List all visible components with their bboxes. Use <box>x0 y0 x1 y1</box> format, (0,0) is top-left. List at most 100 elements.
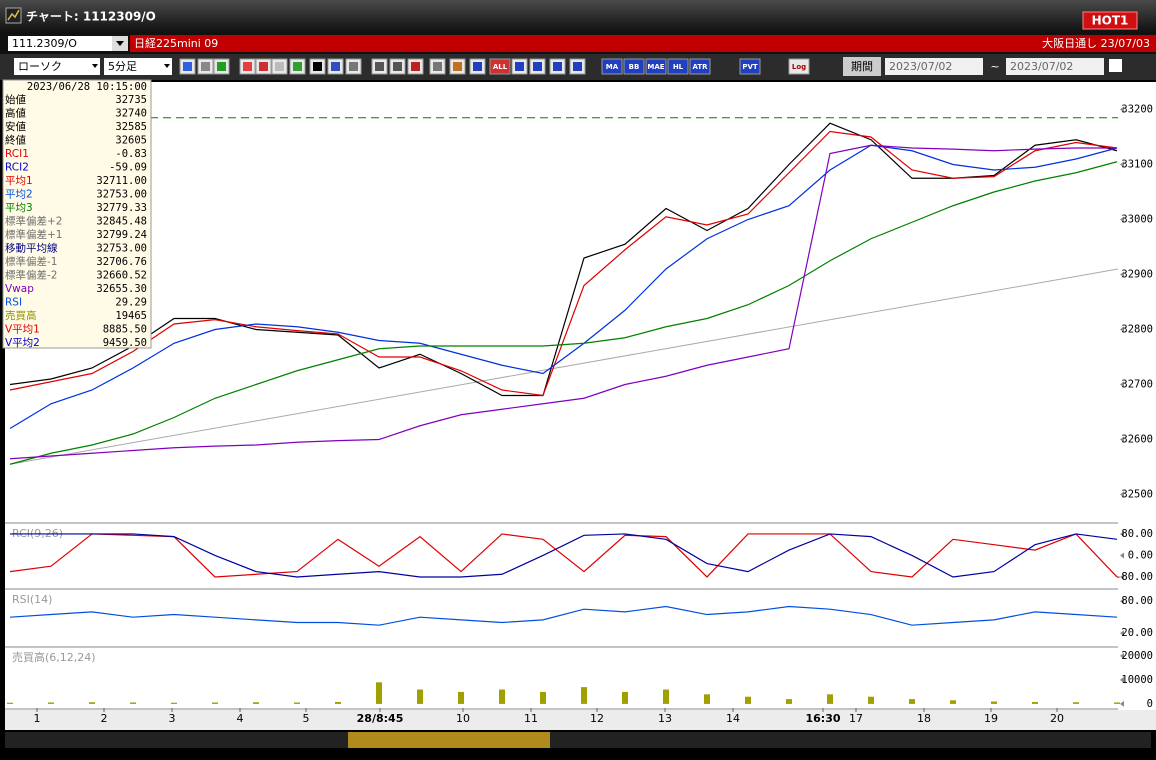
date-from-text[interactable]: 2023/07/02 <box>889 60 952 73</box>
y-tick-label: 80.00 <box>1121 595 1153 607</box>
toolbar-icon-glyph[interactable] <box>453 62 462 71</box>
toolbar-icon-glyph[interactable] <box>393 62 402 71</box>
style-text[interactable]: ローソク <box>18 60 62 73</box>
hot-badge-text[interactable]: HOT1 <box>1092 14 1129 28</box>
instrument-name: 日経225mini 09 <box>134 37 218 50</box>
toolbar-button-text[interactable]: Log <box>792 63 806 71</box>
volume-bar <box>1073 702 1079 704</box>
symbol-text[interactable]: 111.2309/O <box>12 37 77 50</box>
trend-line <box>9 268 1119 465</box>
period-button[interactable] <box>843 57 881 76</box>
x-tick-label: 10 <box>456 712 470 725</box>
toolbar-icon-glyph[interactable] <box>293 62 302 71</box>
toolbar-icon-glyph[interactable] <box>515 62 524 71</box>
x-tick-label: 19 <box>984 712 998 725</box>
toolbar-button[interactable] <box>739 58 761 75</box>
volume-bar <box>499 689 505 704</box>
toolbar-button[interactable] <box>601 58 623 75</box>
scroll-track[interactable] <box>5 732 1151 748</box>
toolbar-button-text[interactable]: PVT <box>742 63 758 71</box>
toolbar-button[interactable] <box>489 58 511 75</box>
toolbar-icon-glyph[interactable] <box>217 62 226 71</box>
info-value: 32660.52 <box>96 270 147 282</box>
volume-bar <box>7 702 13 704</box>
info-value: 32753.00 <box>96 243 147 255</box>
volume-bar <box>786 699 792 704</box>
toolbar-icon-glyph[interactable] <box>375 62 384 71</box>
toolbar-icon-glyph[interactable] <box>553 62 562 71</box>
period-text[interactable]: 期間 <box>851 60 873 73</box>
interval-select[interactable] <box>104 58 172 75</box>
toolbar-button-text[interactable]: MA <box>606 63 619 71</box>
scroll-thumb[interactable] <box>348 732 550 748</box>
toolbar-icon-glyph[interactable] <box>313 62 322 71</box>
y-tick-mark <box>1120 598 1124 605</box>
date-to-input[interactable] <box>1006 58 1104 75</box>
info-label: 高値 <box>5 107 26 120</box>
volume-bar <box>745 696 751 704</box>
info-label: RCI2 <box>5 162 29 174</box>
x-tick-label: 28/8:45 <box>357 712 404 725</box>
toolbar-icon-glyph[interactable] <box>349 62 358 71</box>
info-value: -0.83 <box>115 148 147 160</box>
toolbar-button-text[interactable]: BB <box>629 63 640 71</box>
info-value: 32605 <box>115 135 147 147</box>
hot-badge[interactable] <box>1082 11 1138 30</box>
x-axis-bar <box>5 710 1156 730</box>
date-from-input[interactable] <box>885 58 983 75</box>
toolbar-button-text[interactable]: ATR <box>692 63 708 71</box>
toolbar-button[interactable] <box>788 58 810 75</box>
toolbar-icon-glyph[interactable] <box>275 62 284 71</box>
info-value: 32655.30 <box>96 283 147 295</box>
info-label: 売買高 <box>5 309 37 322</box>
info-value: 32706.76 <box>96 256 147 268</box>
info-value: 29.29 <box>115 297 147 309</box>
toolbar-button[interactable] <box>689 58 711 75</box>
y-tick-mark <box>1120 491 1124 498</box>
symbol-input[interactable] <box>8 36 112 51</box>
toolbar-button[interactable] <box>645 58 667 75</box>
toolbar-button-text[interactable]: ALL <box>493 63 508 71</box>
style-select[interactable] <box>14 58 100 75</box>
name-bar <box>130 35 1156 52</box>
series-line <box>9 130 1118 397</box>
y-tick-label: 33100 <box>1121 159 1153 171</box>
toolbar-button-text[interactable]: HL <box>673 63 684 71</box>
market-text: 大阪日通し 23/07/03 <box>1042 36 1150 50</box>
y-tick-mark <box>1120 216 1124 223</box>
volume-bar <box>376 682 382 704</box>
toolbar-icon-glyph[interactable] <box>411 62 420 71</box>
y-tick-label: 32700 <box>1121 379 1153 391</box>
y-tick-mark <box>1120 552 1124 559</box>
toolbar-icon-glyph[interactable] <box>433 62 442 71</box>
toolbar-icon-glyph[interactable] <box>473 62 482 71</box>
toolbar-icon-glyph[interactable] <box>243 62 252 71</box>
date-to-text[interactable]: 2023/07/02 <box>1010 60 1073 73</box>
info-label: 終値 <box>5 134 26 147</box>
info-label: V平均2 <box>5 337 40 349</box>
dropdown-arrow <box>92 64 98 68</box>
info-value: 32799.24 <box>96 229 147 241</box>
toolbar-icon-glyph[interactable] <box>331 62 340 71</box>
info-label: 安値 <box>5 120 26 133</box>
interval-text[interactable]: 5分足 <box>108 60 137 73</box>
toolbar-icon-glyph[interactable] <box>573 62 582 71</box>
chart-area <box>5 82 1156 710</box>
checkbox[interactable] <box>1109 59 1122 72</box>
series-line <box>9 122 1118 397</box>
toolbar-icon-glyph[interactable] <box>183 62 192 71</box>
toolbar-button-text[interactable]: MAE <box>647 63 664 71</box>
y-tick-mark <box>1120 436 1124 443</box>
toolbar-icon-glyph[interactable] <box>201 62 210 71</box>
toolbar-icon-glyph[interactable] <box>259 62 268 71</box>
info-label: 標準偏差+1 <box>5 228 62 241</box>
info-value: 32753.00 <box>96 189 147 201</box>
x-tick-label: 11 <box>524 712 538 725</box>
info-value: 32585 <box>115 121 147 133</box>
x-tick-label: 14 <box>726 712 740 725</box>
info-label: Vwap <box>5 283 34 295</box>
toolbar-button[interactable] <box>623 58 645 75</box>
info-value: 8885.50 <box>103 324 147 336</box>
toolbar-icon-glyph[interactable] <box>533 62 542 71</box>
toolbar-button[interactable] <box>667 58 689 75</box>
